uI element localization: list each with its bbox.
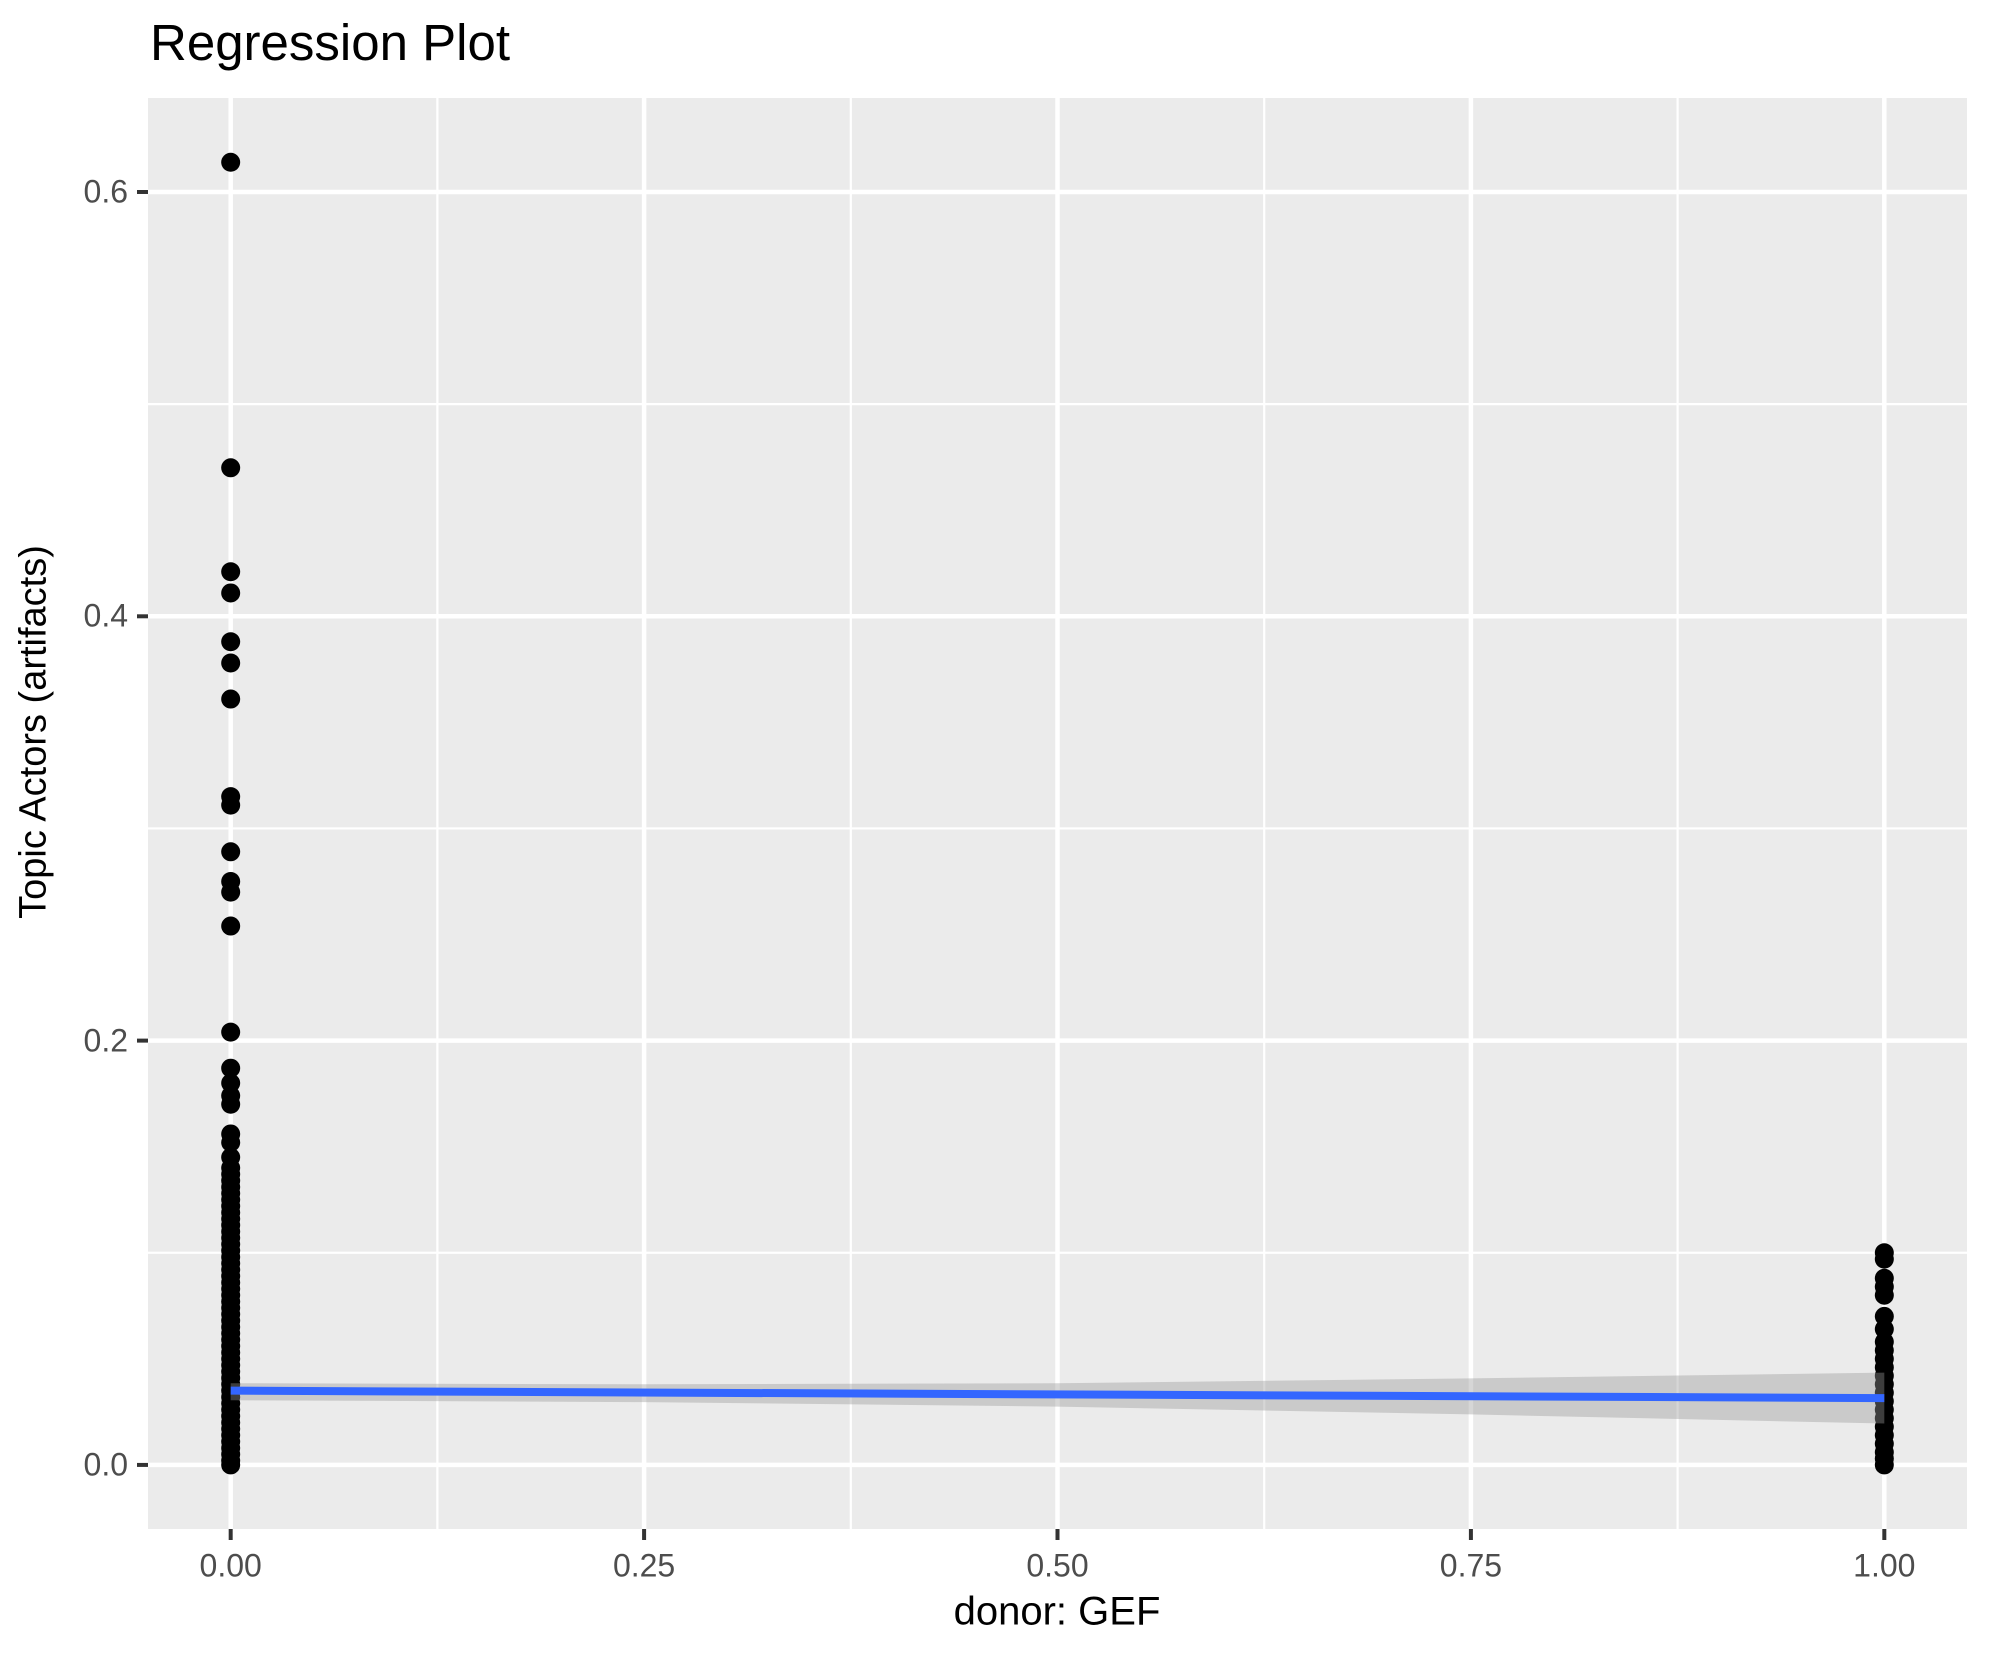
data-point xyxy=(221,795,241,815)
x-tick-label: 1.00 xyxy=(1853,1547,1916,1584)
data-point xyxy=(1874,1249,1894,1269)
y-axis-title: Topic Actors (artifacts) xyxy=(12,545,55,919)
x-tick-label: 0.75 xyxy=(1439,1547,1503,1584)
data-point xyxy=(221,1094,241,1114)
data-point xyxy=(221,842,241,862)
data-point xyxy=(221,916,241,936)
data-point xyxy=(221,632,241,652)
regression-line xyxy=(230,1386,1885,1403)
x-axis-title: donor: GEF xyxy=(953,1589,1161,1634)
x-tick-label: 0.25 xyxy=(612,1547,676,1584)
data-point xyxy=(1874,1285,1894,1305)
data-point xyxy=(221,689,241,709)
data-point xyxy=(221,1022,241,1042)
data-point xyxy=(221,1058,241,1078)
data-point xyxy=(221,1455,241,1475)
plot-title: Regression Plot xyxy=(150,14,511,71)
data-point xyxy=(221,583,241,603)
data-point xyxy=(221,653,241,673)
data-point xyxy=(1874,1455,1894,1475)
data-point xyxy=(221,1132,241,1152)
y-tick-label: 0.6 xyxy=(83,173,128,210)
data-point xyxy=(221,458,241,478)
x-tick-label: 0.50 xyxy=(1026,1547,1089,1584)
y-tick-label: 0.2 xyxy=(83,1022,128,1059)
y-tick-label: 0.0 xyxy=(83,1446,128,1483)
x-tick-label: 0.00 xyxy=(199,1547,262,1584)
data-point xyxy=(221,882,241,902)
data-point xyxy=(221,562,241,582)
y-tick-label: 0.4 xyxy=(83,597,128,634)
data-point xyxy=(221,152,241,172)
